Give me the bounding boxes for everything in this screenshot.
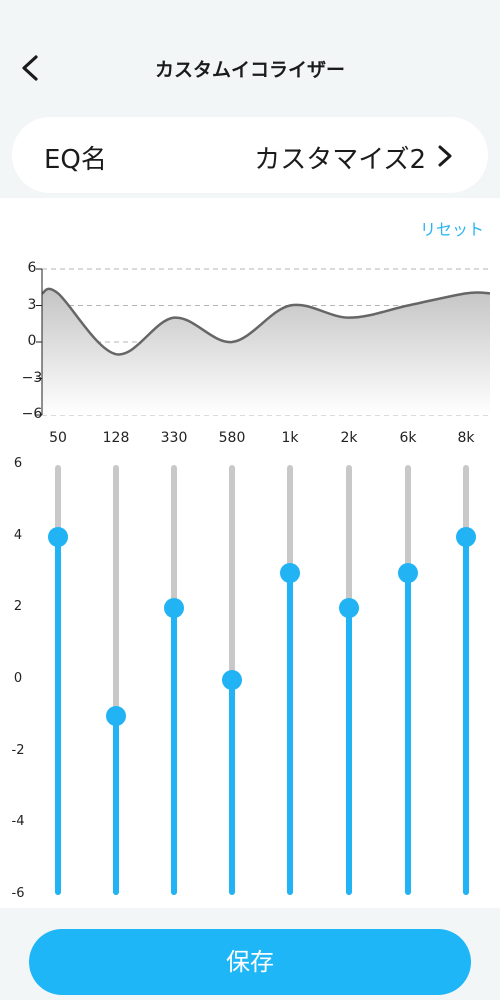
band-slider-fill: [55, 536, 61, 895]
band-slider-knob[interactable]: [339, 598, 359, 619]
eq-name-label: EQ名: [44, 145, 107, 175]
band-slider-fill: [287, 572, 293, 895]
slider-scale-label: 4: [13, 527, 23, 543]
eq-response-chart: [36, 268, 491, 416]
chevron-left-icon: [22, 55, 38, 81]
band-slider-knob[interactable]: [398, 562, 418, 583]
eq-name-row[interactable]: EQ名 カスタマイズ2: [12, 117, 488, 193]
band-slider-fill: [171, 608, 177, 895]
slider-scale-label: 2: [13, 599, 23, 615]
chart-x-tick-label: 580: [218, 430, 246, 446]
eq-name-value: カスタマイズ2: [254, 145, 426, 175]
chart-y-tick-label: 6: [27, 260, 37, 276]
chart-y-tick-label: −6: [21, 406, 43, 422]
band-slider-knob[interactable]: [48, 526, 68, 547]
chevron-right-icon: [438, 145, 452, 167]
slider-scale-label: 0: [13, 671, 23, 686]
slider-scale-label: 6: [13, 456, 23, 471]
band-slider-fill: [463, 536, 469, 895]
band-slider-fill: [113, 715, 119, 895]
chart-x-tick-label: 50: [49, 430, 67, 446]
band-slider-knob[interactable]: [106, 705, 126, 726]
band-slider-track[interactable]: [113, 465, 119, 895]
band-slider-knob[interactable]: [164, 598, 184, 619]
eq-curve-line: [41, 287, 491, 356]
back-button[interactable]: [14, 50, 48, 86]
band-slider-fill: [346, 608, 352, 895]
chart-x-tick-label: 6k: [399, 430, 417, 446]
band-slider-knob[interactable]: [280, 562, 300, 583]
chart-x-tick-label: 128: [102, 430, 130, 446]
slider-scale-label: -6: [11, 886, 25, 901]
page-title: カスタムイコライザー: [154, 59, 345, 81]
slider-scale-label: -2: [11, 742, 25, 758]
chart-x-tick-label: 330: [160, 430, 188, 446]
chart-x-tick-label: 1k: [281, 430, 299, 446]
band-slider-fill: [405, 572, 411, 895]
band-slider-knob[interactable]: [222, 670, 242, 690]
band-slider-knob[interactable]: [456, 526, 476, 547]
header: カスタムイコライザー: [0, 0, 500, 120]
eq-curve-area: [42, 288, 490, 415]
save-button[interactable]: 保存: [29, 929, 471, 995]
reset-button[interactable]: リセット: [419, 220, 484, 239]
band-slider-fill: [229, 680, 235, 895]
chart-x-tick-label: 2k: [340, 430, 358, 446]
chart-y-tick-label: 3: [27, 296, 37, 313]
slider-scale-label: -4: [11, 814, 25, 830]
chart-y-tick-label: 0: [27, 333, 37, 349]
chart-y-tick-label: −3: [21, 369, 43, 386]
chart-x-tick-label: 8k: [457, 430, 475, 446]
